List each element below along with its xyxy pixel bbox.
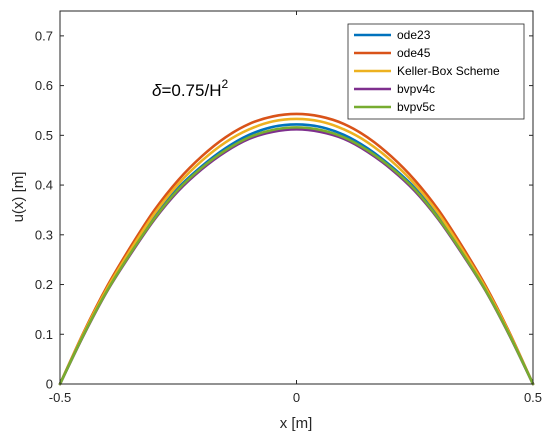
delta-symbol: δ [152, 81, 162, 100]
legend-label: bvpv4c [397, 82, 435, 96]
delta-annotation: δ=0.75/H2 [152, 77, 228, 100]
series-layer [58, 112, 535, 386]
y-tick-label: 0.1 [35, 327, 53, 342]
ticks-layer: -0.5 0 0.500.10.20.30.40.50.60.7 [35, 11, 542, 405]
y-tick-label: 0.2 [35, 277, 53, 292]
series-line-ode45 [58, 112, 535, 386]
y-tick-label: 0 [46, 377, 53, 392]
delta-expression: =0.75/H [161, 81, 221, 100]
series-line-keller-box-scheme [58, 117, 535, 386]
x-tick-label: -0.5 [49, 390, 71, 405]
y-axis-label: u(x) [m] [10, 172, 27, 223]
y-tick-label: 0.5 [35, 128, 53, 143]
series-line-bvpv5c [58, 126, 535, 386]
y-tick-label: 0.6 [35, 78, 53, 93]
x-tick-label: 0 [293, 390, 300, 405]
x-tick-label: 0.5 [524, 390, 542, 405]
delta-exponent: 2 [221, 77, 228, 91]
legend: ode23 ode45 Keller-Box Scheme bvpv4c bvpv5c [347, 23, 525, 120]
legend-label: bvpv5c [397, 100, 435, 114]
x-axis-label: x [m] [280, 415, 313, 432]
y-tick-label: 0.3 [35, 227, 53, 242]
legend-items: ode23 ode45 Keller-Box Scheme bvpv4c bvpv5c [354, 28, 500, 114]
legend-label: ode45 [397, 46, 431, 60]
legend-label: ode23 [397, 28, 431, 42]
legend-label: Keller-Box Scheme [397, 64, 500, 78]
y-tick-label: 0.7 [35, 28, 53, 43]
y-tick-label: 0.4 [35, 178, 53, 193]
